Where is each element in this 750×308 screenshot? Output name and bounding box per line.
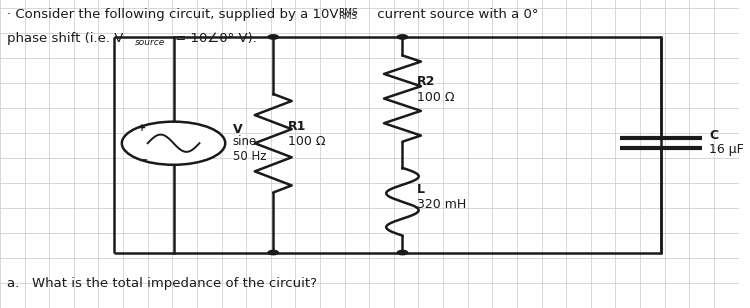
Text: · Consider the following circuit, supplied by a 10V: · Consider the following circuit, suppli… <box>8 8 339 21</box>
Text: a.   What is the total impedance of the circuit?: a. What is the total impedance of the ci… <box>8 277 317 290</box>
Circle shape <box>398 250 408 255</box>
Text: sine: sine <box>232 135 257 148</box>
Text: C: C <box>709 129 718 142</box>
Text: 50 Hz: 50 Hz <box>232 150 266 163</box>
Text: 16 μF: 16 μF <box>709 144 744 156</box>
Text: V: V <box>232 123 242 136</box>
Text: 320 mH: 320 mH <box>417 198 466 211</box>
Text: source: source <box>134 38 165 47</box>
Text: current source with a 0°: current source with a 0° <box>373 8 538 21</box>
Circle shape <box>268 250 278 255</box>
Text: phase shift (i.e. V: phase shift (i.e. V <box>8 32 124 45</box>
Text: = 10∠0° V).: = 10∠0° V). <box>171 32 257 45</box>
Text: RMS: RMS <box>338 12 357 21</box>
Circle shape <box>398 35 408 39</box>
Text: RMS: RMS <box>338 8 358 17</box>
Circle shape <box>268 35 278 39</box>
Text: —: — <box>138 154 148 164</box>
Text: 100 Ω: 100 Ω <box>417 91 454 103</box>
Text: R1: R1 <box>288 120 307 133</box>
Text: R2: R2 <box>417 75 436 88</box>
Circle shape <box>122 122 225 165</box>
Text: L: L <box>417 183 425 196</box>
Text: +: + <box>139 123 146 133</box>
Text: 100 Ω: 100 Ω <box>288 135 326 148</box>
